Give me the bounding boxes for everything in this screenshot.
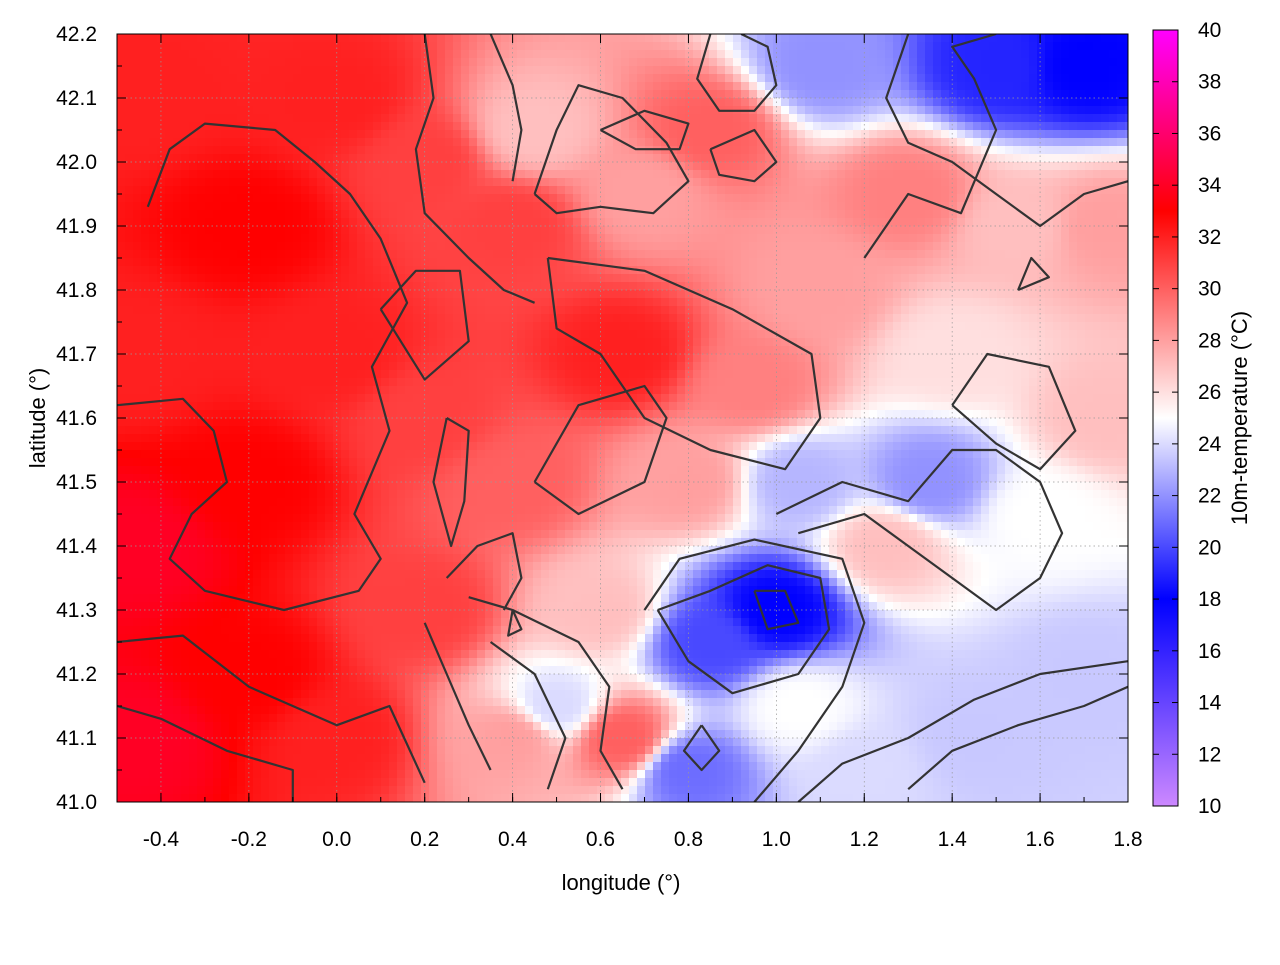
colorbar-tick-label: 30 — [1198, 278, 1221, 301]
colorbar-tick-label: 12 — [1198, 743, 1221, 766]
colorbar-tick-label: 22 — [1198, 485, 1221, 508]
x-tick-label: 1.0 — [762, 828, 791, 851]
colorbar-tick-label: 18 — [1198, 588, 1221, 611]
colorbar-tick-label: 28 — [1198, 329, 1221, 352]
x-tick-label: 0.2 — [410, 828, 439, 851]
y-tick-label: 42.1 — [56, 87, 97, 110]
y-tick-label: 41.1 — [56, 727, 97, 750]
y-tick-label: 41.4 — [56, 535, 97, 558]
colorbar-tick-label: 10 — [1198, 795, 1221, 818]
colorbar-tick-label: 26 — [1198, 381, 1221, 404]
colorbar-tick-label: 38 — [1198, 71, 1221, 94]
x-tick-label: 1.4 — [938, 828, 968, 851]
y-tick-label: 41.3 — [56, 599, 97, 622]
x-tick-label: 0.4 — [498, 828, 528, 851]
y-tick-label: 42.2 — [56, 23, 97, 46]
colorbar-tick-label: 20 — [1198, 536, 1221, 559]
x-tick-label: 1.8 — [1113, 828, 1142, 851]
y-axis-label: latitude (°) — [25, 368, 50, 469]
x-tick-label: 0.0 — [322, 828, 351, 851]
colorbar-tick-label: 16 — [1198, 640, 1221, 663]
x-axis-label: longitude (°) — [562, 870, 681, 895]
colorbar-label: 10m-temperature (°C) — [1227, 311, 1252, 525]
y-tick-label: 42.0 — [56, 151, 97, 174]
y-tick-label: 41.6 — [56, 407, 97, 430]
y-tick-label: 41.9 — [56, 215, 97, 238]
colorbar-tick-label: 36 — [1198, 122, 1221, 145]
y-tick-label: 41.5 — [56, 471, 97, 494]
colorbar-tick-label: 24 — [1198, 433, 1222, 456]
x-tick-label: -0.2 — [231, 828, 267, 851]
y-tick-label: 41.0 — [56, 791, 97, 814]
colorbar-tick-label: 32 — [1198, 226, 1221, 249]
y-tick-label: 41.7 — [56, 343, 97, 366]
colorbar-tick-label: 34 — [1198, 174, 1222, 197]
x-tick-label: 0.8 — [674, 828, 703, 851]
colorbar-gradient — [1153, 30, 1178, 806]
x-tick-label: 0.6 — [586, 828, 615, 851]
colorbar: 10 12 14 16 18 20 22 24 26 28 30 32 34 36 38 40 — [1153, 19, 1222, 818]
x-tick-label: 1.6 — [1025, 828, 1054, 851]
x-tick-label: -0.4 — [143, 828, 180, 851]
colorbar-tick-label: 40 — [1198, 19, 1221, 42]
y-tick-label: 41.2 — [56, 663, 97, 686]
colorbar-tick-label: 14 — [1198, 692, 1222, 715]
y-tick-label: 41.8 — [56, 279, 97, 302]
x-tick-label: 1.2 — [850, 828, 879, 851]
